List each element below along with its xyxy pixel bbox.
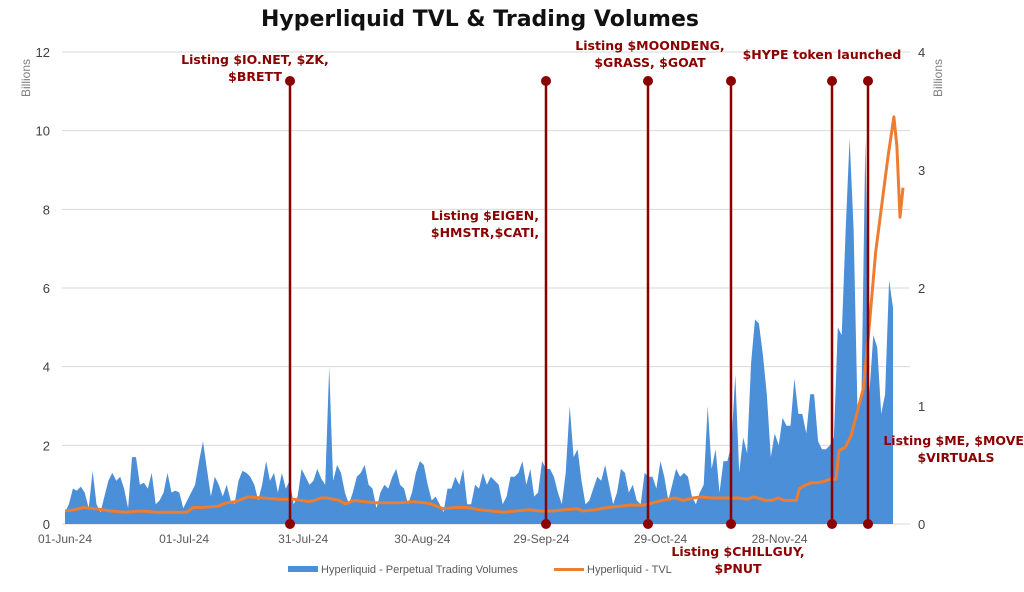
x-tick-label: 01-Jun-24: [38, 532, 92, 546]
event-label: $HYPE token launched: [743, 47, 902, 62]
event-marker-bottom: [827, 519, 837, 529]
event-label-line: $BRETT: [228, 69, 282, 84]
y-tick-label: 2: [43, 438, 50, 453]
y-tick-label: 6: [43, 281, 50, 296]
event-label: Listing $MOONDENG, $GRASS, $GOAT: [575, 38, 724, 70]
event-marker-bottom: [863, 519, 873, 529]
event-label-line: $VIRTUALS: [917, 450, 994, 465]
y-axis-left: 0 2 4 6 8 10 12: [36, 45, 50, 532]
event-marker-bottom: [726, 519, 736, 529]
event-label-line: $HMSTR,$CATI,: [431, 225, 539, 240]
x-tick-label: 28-Nov-24: [752, 532, 808, 546]
y-tick-label: 8: [43, 202, 50, 217]
line-tvl: [64, 115, 905, 514]
area-volume: [65, 138, 893, 524]
event-label-line: Listing $CHILLGUY,: [671, 544, 804, 559]
event-marker-top: [726, 76, 736, 86]
y2-tick-label: 3: [918, 163, 925, 178]
series-tvl: [64, 115, 905, 514]
event-label: Listing $ME, $MOVE, $VIRTUALS: [883, 433, 1024, 465]
event-label-line: $GRASS, $GOAT: [594, 55, 706, 70]
y-tick-label: 0: [43, 517, 50, 532]
event-marker-bottom: [285, 519, 295, 529]
event-label-line: Listing $ME, $MOVE,: [883, 433, 1024, 448]
event-marker-top: [863, 76, 873, 86]
y2-tick-label: 4: [918, 45, 925, 60]
x-tick-label: 31-Jul-24: [278, 532, 328, 546]
y2-tick-label: 1: [918, 399, 925, 414]
y-tick-label: 12: [36, 45, 50, 60]
legend-swatch-volume: [288, 566, 318, 572]
y2-tick-label: 0: [918, 517, 925, 532]
x-tick-label: 29-Sep-24: [513, 532, 569, 546]
event-marker-bottom: [643, 519, 653, 529]
y-axis-left-label: Billions: [19, 59, 33, 97]
event-marker-top: [827, 76, 837, 86]
event-label-line: $HYPE token launched: [743, 47, 902, 62]
x-tick-label: 01-Jul-24: [159, 532, 209, 546]
x-axis: 01-Jun-24 01-Jul-24 31-Jul-24 30-Aug-24 29-S…: [38, 532, 808, 546]
x-tick-label: 29-Oct-24: [634, 532, 688, 546]
event-label-line: Listing $EIGEN,: [431, 208, 539, 223]
event-marker-top: [643, 76, 653, 86]
legend-label-volume: Hyperliquid - Perpetual Trading Volumes: [321, 564, 518, 576]
event-markers: Listing $IO.NET, $ZK, $BRETT Listing $EIGE…: [181, 38, 1024, 576]
event-label: Listing $EIGEN, $HMSTR,$CATI,: [431, 208, 539, 240]
event-marker-top: [541, 76, 551, 86]
legend: Hyperliquid - Perpetual Trading Volumes …: [288, 564, 672, 576]
y-axis-right: 0 1 2 3 4: [918, 45, 925, 532]
event-label-line: Listing $IO.NET, $ZK,: [181, 52, 329, 67]
event-label-line: $PNUT: [715, 561, 762, 576]
series-volume: [65, 138, 893, 524]
event-label: Listing $CHILLGUY, $PNUT: [671, 544, 804, 576]
event-marker-bottom: [541, 519, 551, 529]
legend-label-tvl: Hyperliquid - TVL: [587, 564, 672, 576]
event-label-line: Listing $MOONDENG,: [575, 38, 724, 53]
y-tick-label: 10: [36, 124, 50, 139]
y-axis-right-label: Billions: [931, 59, 945, 97]
legend-swatch-tvl: [554, 568, 584, 571]
event-label: Listing $IO.NET, $ZK, $BRETT: [181, 52, 329, 84]
event-marker-top: [285, 76, 295, 86]
y-tick-label: 4: [43, 360, 50, 375]
x-tick-label: 30-Aug-24: [394, 532, 450, 546]
chart-title: Hyperliquid TVL & Trading Volumes: [261, 7, 699, 32]
y2-tick-label: 2: [918, 281, 925, 296]
